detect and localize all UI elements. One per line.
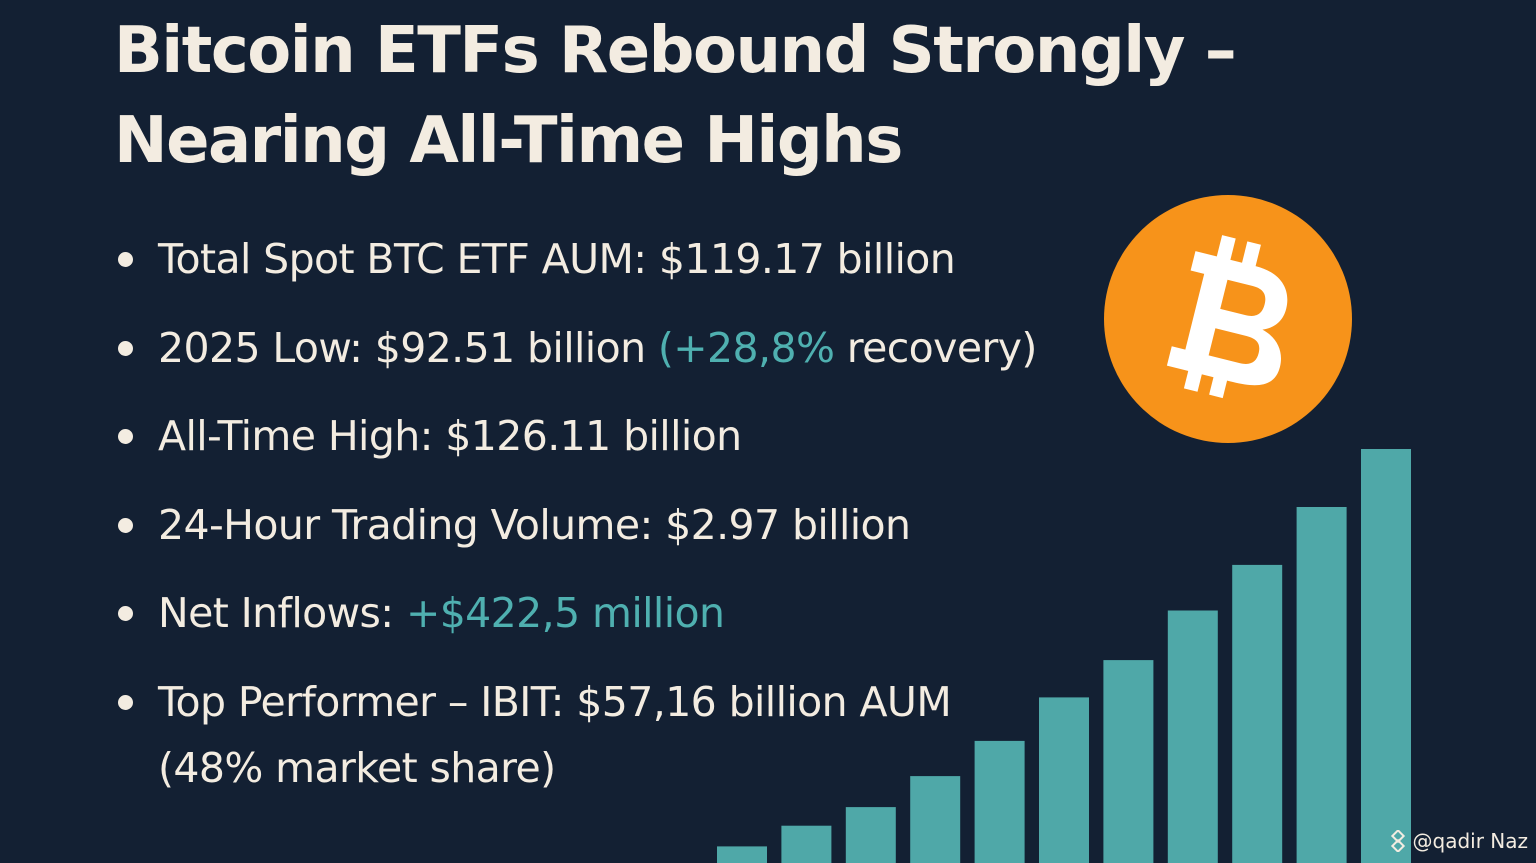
stat-text: 2025 Low: $92.51 billion: [158, 323, 658, 372]
bar-8: [1167, 610, 1218, 863]
bar-4: [910, 776, 961, 863]
bullet-dot-icon: [118, 429, 133, 444]
bullet-dot-icon: [118, 606, 133, 621]
stat-text: Net Inflows:: [158, 589, 406, 637]
bar-3: [845, 807, 896, 863]
stat-top-performer: Top Performer – IBIT: $57,16 billion AUM…: [114, 669, 1037, 801]
bar-5: [974, 740, 1025, 863]
bullet-dot-icon: [118, 694, 133, 710]
bullet-dot-icon: [118, 340, 133, 356]
rising-bars-graphic: [717, 449, 1411, 863]
bar-7: [1103, 660, 1154, 863]
bar-11: [1361, 449, 1411, 863]
stat-accent: +$422,5 million: [405, 589, 725, 637]
bar-2: [781, 825, 832, 863]
stat-text: Total Spot BTC ETF AUM: $119.17 billion: [158, 235, 956, 283]
stat-trading-volume: 24-Hour Trading Volume: $2.97 billion: [114, 492, 1037, 558]
watermark: @qadir Naz: [1387, 829, 1529, 853]
stat-total-aum: Total Spot BTC ETF AUM: $119.17 billion: [114, 226, 1037, 292]
stat-text-line2: (48% market share): [158, 743, 556, 792]
bullet-dot-icon: [118, 517, 133, 533]
stat-accent: (+28,8%: [657, 323, 835, 372]
watermark-text: @qadir Naz: [1412, 829, 1529, 853]
page-title: Bitcoin ETFs Rebound Strongly – Nearing …: [114, 6, 1414, 186]
stat-all-time-high: All-Time High: $126.11 billion: [114, 403, 1037, 469]
bar-9: [1232, 564, 1283, 863]
stat-2025-low: 2025 Low: $92.51 billion (+28,8% recover…: [114, 315, 1037, 381]
bitcoin-logo-icon: [1104, 195, 1352, 443]
bitcoin-b-icon: [1166, 235, 1288, 399]
bullet-dot-icon: [118, 252, 133, 267]
bar-10: [1296, 507, 1347, 863]
stat-net-inflows: Net Inflows: +$422,5 million: [114, 580, 1037, 646]
bar-1: [717, 846, 767, 863]
stat-text: 24-Hour Trading Volume: $2.97 billion: [158, 500, 911, 549]
page-title-line2: Nearing All-Time Highs: [114, 104, 903, 178]
page-title-line1: Bitcoin ETFs Rebound Strongly –: [114, 14, 1237, 88]
binance-square-icon: [1390, 830, 1405, 852]
stats-list: Total Spot BTC ETF AUM: $119.17 billion …: [114, 226, 1037, 823]
stat-text: Top Performer – IBIT: $57,16 billion AUM: [158, 677, 952, 726]
stat-text: All-Time High: $126.11 billion: [158, 412, 742, 460]
stat-suffix: recovery): [834, 323, 1038, 372]
bar-6: [1039, 697, 1089, 863]
